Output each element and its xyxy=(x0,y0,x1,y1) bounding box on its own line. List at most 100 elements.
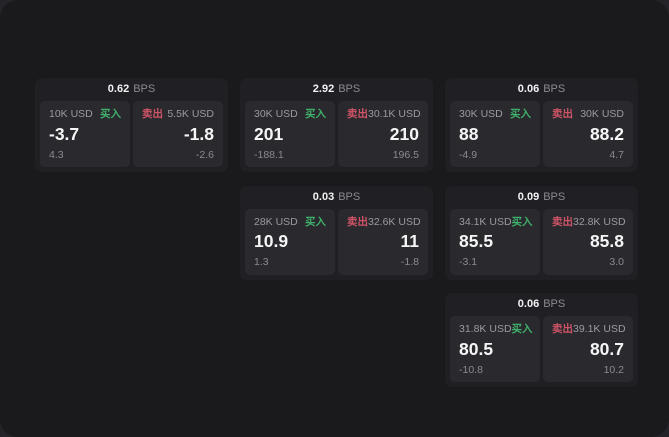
buy-top-row: 30K USD 买入 xyxy=(459,109,531,120)
bps-header: 2.92 BPS xyxy=(240,78,433,101)
sell-price: 80.7 xyxy=(589,338,624,359)
buy-side-label: 买入 xyxy=(510,108,531,120)
bps-unit-label: BPS xyxy=(543,83,566,95)
buy-price: 88 xyxy=(459,123,479,144)
buy-top-row: 34.1K USD 买入 xyxy=(459,215,533,228)
buy-panel[interactable]: 28K USD 买入 10.9 1.3 xyxy=(245,208,335,275)
bps-header: 0.03 BPS xyxy=(240,186,433,209)
sell-delta: 4.7 xyxy=(609,148,624,161)
buy-panel[interactable]: 10K USD 买入 -3.7 4.3 xyxy=(40,101,130,167)
sell-amount: 32.6K USD xyxy=(368,215,421,228)
buy-panel[interactable]: 31.8K USD 买入 80.5 -10.8 xyxy=(450,316,540,382)
bps-unit-label: BPS xyxy=(338,83,361,95)
buy-side-label: 买入 xyxy=(305,108,326,120)
buy-price: 201 xyxy=(254,123,284,144)
price-panels: 31.8K USD 买入 80.5 -10.8 卖出 39.1K USD 80.… xyxy=(445,316,638,387)
quote-card: 0.62 BPS 10K USD 买入 -3.7 4.3 卖出 5.5K USD xyxy=(35,78,228,172)
bps-header: 0.06 BPS xyxy=(445,78,638,101)
sell-top-row: 卖出 39.1K USD xyxy=(552,323,626,335)
sell-delta: 3.0 xyxy=(609,256,624,268)
buy-side-label: 买入 xyxy=(100,108,121,120)
bps-unit-label: BPS xyxy=(133,83,156,95)
bps-header: 0.06 BPS xyxy=(445,293,638,316)
quote-card: 0.06 BPS 31.8K USD 买入 80.5 -10.8 卖出 39.1… xyxy=(445,293,638,387)
bps-value: 0.09 xyxy=(517,190,540,203)
sell-panel[interactable]: 卖出 32.6K USD 11 -1.8 xyxy=(338,208,428,275)
price-panels: 10K USD 买入 -3.7 4.3 卖出 5.5K USD -1.8 -2.… xyxy=(35,101,228,172)
price-panels: 30K USD 买入 88 -4.9 卖出 30K USD 88.2 4.7 xyxy=(445,101,638,172)
bps-value: 2.92 xyxy=(312,83,335,95)
sell-panel[interactable]: 卖出 5.5K USD -1.8 -2.6 xyxy=(133,101,223,167)
bps-unit-label: BPS xyxy=(338,190,361,203)
sell-price: -1.8 xyxy=(183,123,214,144)
price-panels: 28K USD 买入 10.9 1.3 卖出 32.6K USD 11 -1.8 xyxy=(240,208,433,280)
buy-side-label: 买入 xyxy=(511,215,533,228)
sell-side-label: 卖出 xyxy=(347,108,368,120)
buy-price: -3.7 xyxy=(49,123,80,144)
sell-amount: 32.8K USD xyxy=(573,215,626,228)
buy-side-label: 买入 xyxy=(511,323,533,335)
buy-amount: 30K USD xyxy=(254,108,298,120)
buy-price: 80.5 xyxy=(459,338,494,359)
sell-panel[interactable]: 卖出 32.8K USD 85.8 3.0 xyxy=(543,208,633,275)
price-panels: 34.1K USD 买入 85.5 -3.1 卖出 32.8K USD 85.8… xyxy=(445,208,638,280)
buy-delta: 1.3 xyxy=(254,256,269,268)
buy-amount: 28K USD xyxy=(254,215,298,228)
buy-delta: -188.1 xyxy=(254,148,284,161)
sell-top-row: 卖出 5.5K USD xyxy=(142,109,214,120)
sell-delta: 10.2 xyxy=(603,363,624,376)
sell-top-row: 卖出 32.6K USD xyxy=(347,215,421,228)
sell-price: 210 xyxy=(389,123,419,144)
buy-delta: -3.1 xyxy=(459,256,478,268)
sell-amount: 30K USD xyxy=(580,108,624,120)
sell-side-label: 卖出 xyxy=(552,323,573,335)
buy-top-row: 28K USD 买入 xyxy=(254,215,326,228)
bps-value: 0.03 xyxy=(312,190,335,203)
bps-header: 0.62 BPS xyxy=(35,78,228,101)
bps-unit-label: BPS xyxy=(543,190,566,203)
bps-value: 0.06 xyxy=(517,298,540,310)
quote-card: 0.06 BPS 30K USD 买入 88 -4.9 卖出 30K USD xyxy=(445,78,638,172)
sell-panel[interactable]: 卖出 39.1K USD 80.7 10.2 xyxy=(543,316,633,382)
sell-amount: 5.5K USD xyxy=(167,108,214,120)
buy-panel[interactable]: 30K USD 买入 201 -188.1 xyxy=(245,101,335,167)
buy-delta: -4.9 xyxy=(459,148,478,161)
bps-header: 0.09 BPS xyxy=(445,186,638,209)
sell-price: 85.8 xyxy=(589,231,624,252)
sell-delta: -2.6 xyxy=(195,148,214,161)
buy-amount: 10K USD xyxy=(49,108,93,120)
sell-price: 11 xyxy=(400,231,420,252)
buy-top-row: 30K USD 买入 xyxy=(254,109,326,120)
buy-panel[interactable]: 30K USD 买入 88 -4.9 xyxy=(450,101,540,167)
sell-side-label: 卖出 xyxy=(347,215,368,228)
buy-amount: 30K USD xyxy=(459,108,503,120)
sell-side-label: 卖出 xyxy=(552,215,573,228)
buy-side-label: 买入 xyxy=(305,215,326,228)
buy-panel[interactable]: 34.1K USD 买入 85.5 -3.1 xyxy=(450,208,540,275)
buy-amount: 31.8K USD xyxy=(459,323,512,335)
bps-value: 0.62 xyxy=(107,83,130,95)
price-panels: 30K USD 买入 201 -188.1 卖出 30.1K USD 210 1… xyxy=(240,101,433,172)
sell-delta: -1.8 xyxy=(400,256,419,268)
sell-top-row: 卖出 30.1K USD xyxy=(347,108,421,120)
quote-card: 0.09 BPS 34.1K USD 买入 85.5 -3.1 卖出 32.8K… xyxy=(445,185,638,280)
buy-price: 10.9 xyxy=(254,231,289,252)
bps-value: 0.06 xyxy=(517,83,540,95)
buy-top-row: 31.8K USD 买入 xyxy=(459,323,533,335)
buy-amount: 34.1K USD xyxy=(459,215,512,228)
sell-price: 88.2 xyxy=(589,123,624,144)
quote-card: 2.92 BPS 30K USD 买入 201 -188.1 卖出 30.1K … xyxy=(240,78,433,172)
sell-amount: 39.1K USD xyxy=(573,323,626,335)
quote-card-grid: 0.62 BPS 10K USD 买入 -3.7 4.3 卖出 5.5K USD xyxy=(35,78,638,387)
sell-panel[interactable]: 卖出 30K USD 88.2 4.7 xyxy=(543,101,633,167)
sell-top-row: 卖出 30K USD xyxy=(552,109,624,120)
sell-side-label: 卖出 xyxy=(142,108,163,120)
quote-card: 0.03 BPS 28K USD 买入 10.9 1.3 卖出 32.6K US… xyxy=(240,185,433,280)
buy-price: 85.5 xyxy=(459,231,494,252)
bps-unit-label: BPS xyxy=(543,298,566,310)
sell-top-row: 卖出 32.8K USD xyxy=(552,215,626,228)
sell-side-label: 卖出 xyxy=(552,108,573,120)
buy-delta: 4.3 xyxy=(49,148,64,161)
sell-panel[interactable]: 卖出 30.1K USD 210 196.5 xyxy=(338,101,428,167)
